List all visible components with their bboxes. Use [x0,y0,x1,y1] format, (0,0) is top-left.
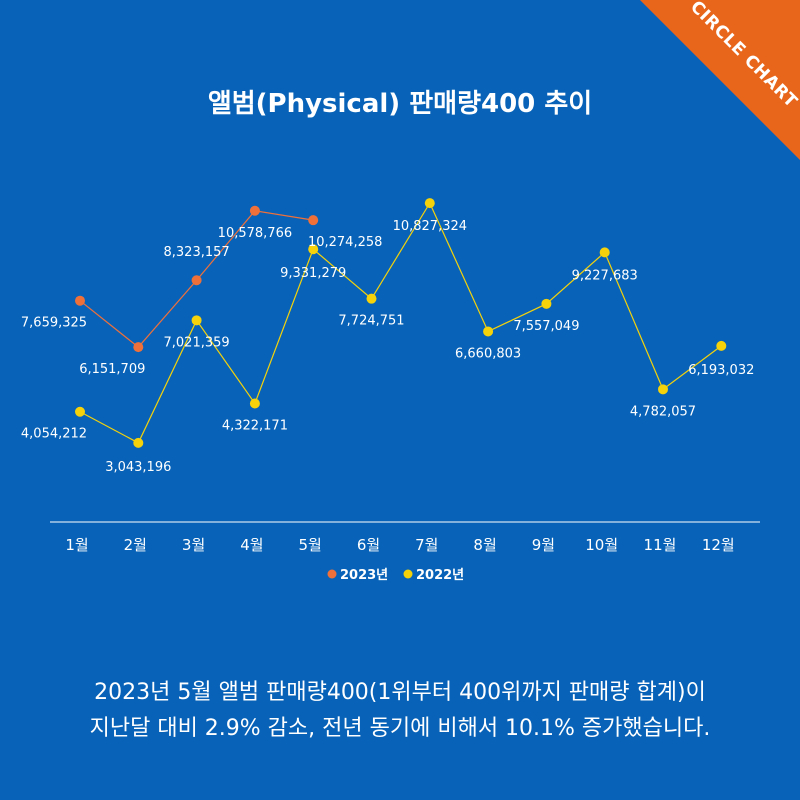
x-tick-8월: 8월 [473,536,496,554]
legend-swatch-2022년 [403,569,413,579]
x-tick-1월: 1월 [65,536,88,554]
data-label-2022년-3월: 7,021,359 [164,335,230,350]
series-2023년 [75,205,319,353]
point-2023년-1월 [75,295,85,306]
data-label-2023년-4월: 10,578,766 [218,226,292,241]
legend-label-2023년: 2023년 [340,568,388,583]
x-tick-6월: 6월 [357,536,380,554]
data-label-2022년-6월: 7,724,751 [338,314,404,329]
circle-chart-badge: CIRCLE CHART [640,0,800,160]
legend: 2023년 2022년 [327,568,464,583]
data-label-2022년-8월: 6,660,803 [455,346,521,361]
x-tick-4월: 4월 [240,536,263,554]
data-label-2022년-4월: 4,322,171 [222,418,288,433]
series-2022년 [75,198,727,448]
x-tick-2월: 2월 [124,536,147,554]
legend-label-2022년: 2022년 [416,568,464,583]
x-tick-10월: 10월 [585,536,618,554]
data-label-2022년-11월: 4,782,057 [630,404,696,419]
series-layer [75,198,727,448]
data-label-2022년-10월: 9,227,683 [572,268,638,283]
data-label-2022년-12월: 6,193,032 [688,363,754,378]
data-label-2022년-1월: 4,054,212 [21,427,87,442]
data-label-2022년-5월: 9,331,279 [280,266,346,281]
data-label-2023년-5월: 10,274,258 [308,235,382,250]
series-line-2022년 [79,201,722,444]
point-2022년-10월 [599,247,610,258]
point-2023년-3월 [191,275,202,286]
point-2022년-5월 [308,244,319,255]
brand-ribbon [640,0,800,160]
data-label-layer: 7,659,325 6,151,709 8,323,157 10,578,766 10,… [21,219,754,475]
chart-title: 앨범(Physical) 판매량400 추이 [208,89,592,119]
data-label-2022년-9월: 7,557,049 [513,319,579,334]
x-tick-11월: 11월 [644,536,677,554]
data-label-2023년-3월: 8,323,157 [164,245,230,260]
data-label-2022년-2월: 3,043,196 [105,460,171,475]
x-tick-12월: 12월 [702,536,735,554]
data-label-2022년-7월: 10,827,324 [393,219,467,234]
x-tick-9월: 9월 [532,536,555,554]
point-2022년-12월 [716,340,727,351]
data-label-2023년-1월: 7,659,325 [21,316,87,331]
point-2023년-4월 [249,205,260,216]
point-2022년-8월 [483,326,494,337]
point-2022년-7월 [424,198,435,209]
point-2022년-6월 [366,293,377,304]
point-2022년-9월 [541,298,552,309]
point-2022년-4월 [249,398,260,409]
point-2022년-11월 [658,384,668,395]
point-2022년-1월 [75,406,85,417]
data-label-2023년-2월: 6,151,709 [79,362,145,377]
x-tick-5월: 5월 [299,536,322,554]
point-2022년-3월 [191,315,202,326]
caption-line-2: 지난달 대비 2.9% 감소, 전년 동기에 비해서 10.1% 증가했습니다. [89,716,711,741]
point-2022년-2월 [133,437,144,448]
caption-line-1: 2023년 5월 앨범 판매량400(1위부터 400위까지 판매량 합계)이 [94,680,706,705]
x-tick-layer: 1월 2월 3월 4월 5월 6월 7월 8월 9월 10월 11월 12월 [65,536,734,554]
legend-swatch-2023년 [327,569,337,579]
point-2023년-2월 [133,342,144,353]
point-2023년-5월 [308,215,319,226]
x-tick-3월: 3월 [182,536,205,554]
x-tick-7월: 7월 [415,536,438,554]
